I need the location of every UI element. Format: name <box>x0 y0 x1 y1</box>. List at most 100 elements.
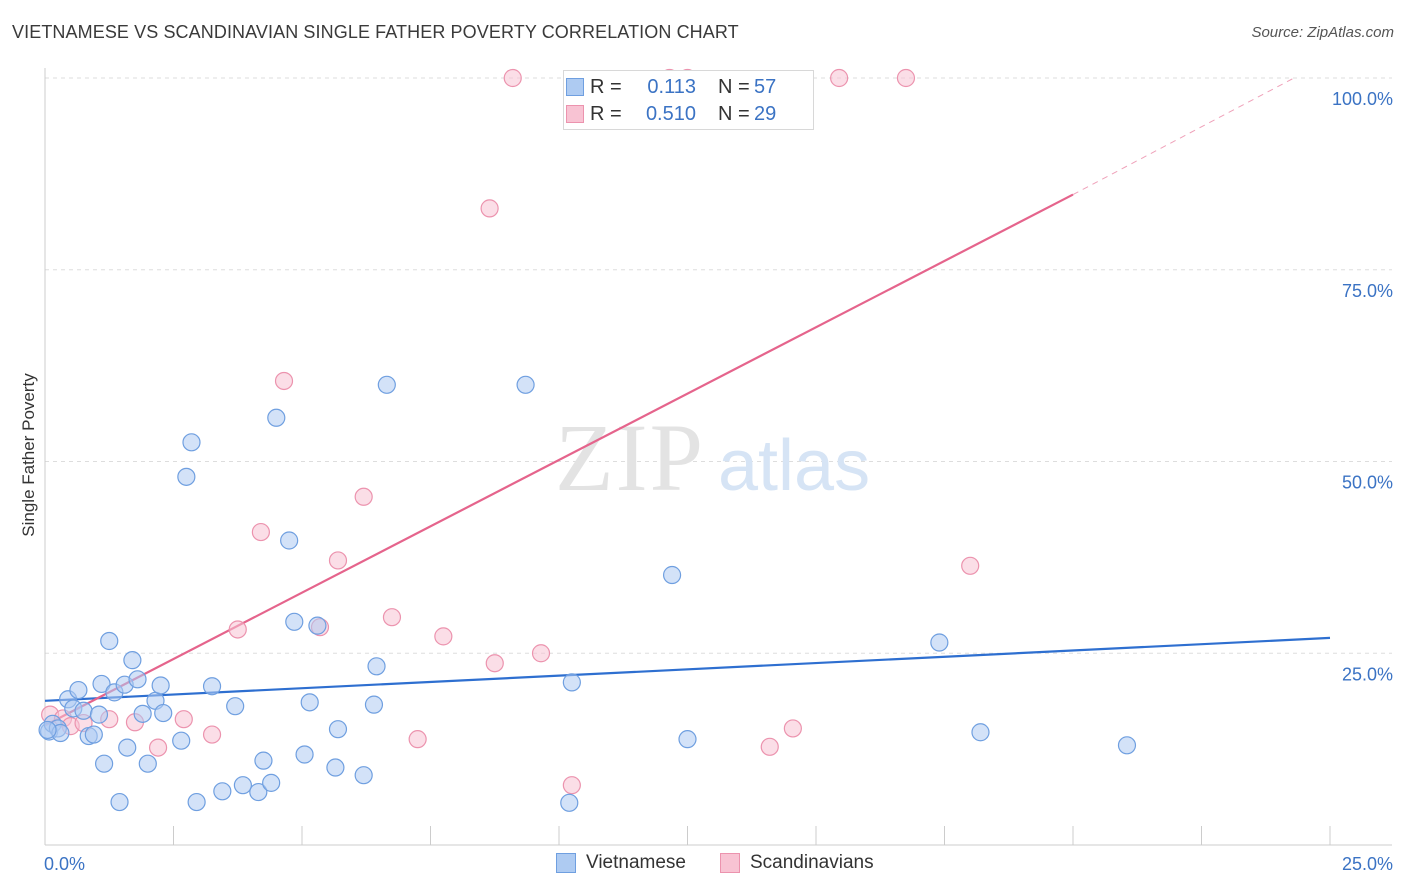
series-legend: Vietnamese Scandinavians <box>556 852 908 874</box>
vietnamese-point <box>254 751 273 770</box>
scandinavian-point <box>562 776 581 795</box>
legend-row-vietnamese: R = 0.113 N = 57 <box>566 75 777 98</box>
vietnamese-n-value: 57 <box>754 75 777 98</box>
x-tick-label: 25.0% <box>1342 854 1393 874</box>
trend-lines <box>44 77 1331 727</box>
legend-r-label: R = <box>590 75 622 98</box>
vietnamese-point <box>154 703 173 723</box>
scandinavian-point <box>408 730 427 749</box>
scandinavian-point <box>228 620 247 639</box>
vietnamese-point <box>1117 736 1137 755</box>
y-tick-label: 50.0% <box>1342 473 1393 493</box>
scandinavian-point <box>830 68 849 88</box>
vietnamese-point <box>202 677 222 696</box>
legend-r-label: R = <box>590 102 622 125</box>
vietnamese-point <box>92 674 111 694</box>
vietnamese-point <box>69 680 88 700</box>
scandinavian-point <box>503 68 522 88</box>
vietnamese-point <box>151 676 170 695</box>
scandinavian-point <box>148 738 168 757</box>
scandinavians-legend-label: Scandinavians <box>750 852 874 873</box>
scandinavian-point <box>531 644 551 663</box>
vietnamese-point <box>233 776 252 795</box>
vietnamese-point <box>100 631 119 651</box>
vietnamese-point <box>367 657 386 676</box>
y-tick-label: 25.0% <box>1342 664 1393 684</box>
vietnamese-point <box>226 697 245 716</box>
legend-n-label: N = <box>718 102 750 125</box>
scandinavian-point <box>354 487 373 506</box>
x-tick-label: 0.0% <box>44 854 85 874</box>
scandinavians-r-value: 0.510 <box>645 102 696 125</box>
vietnamese-point <box>300 693 319 712</box>
vietnamese-point <box>971 723 990 742</box>
legend-n-label: N = <box>718 75 750 98</box>
data-points <box>38 68 1137 812</box>
vietnamese-point <box>364 695 384 714</box>
scandinavian-point <box>174 710 193 729</box>
vietnamese-legend-label: Vietnamese <box>586 852 686 873</box>
watermark-zip: ZIP <box>555 404 705 511</box>
source-label: Source: ZipAtlas.com <box>1251 24 1394 41</box>
scandinavian-trend-extension <box>1072 77 1295 196</box>
scandinavian-point <box>961 556 980 575</box>
scandinavian-point <box>328 551 348 570</box>
scandinavian-point <box>760 737 779 756</box>
vietnamese-point <box>328 720 348 739</box>
scandinavian-point <box>783 719 802 738</box>
vietnamese-point <box>38 720 57 740</box>
scandinavian-point <box>382 608 402 627</box>
vietnamese-point <box>89 705 109 724</box>
vietnamese-point <box>562 673 581 692</box>
vietnamese-point <box>377 375 396 394</box>
vietnamese-point <box>84 725 103 744</box>
scandinavian-point <box>274 371 294 391</box>
vietnamese-point <box>133 704 152 723</box>
vietnamese-point <box>187 792 206 812</box>
vietnamese-point <box>930 633 949 652</box>
vietnamese-point <box>560 793 579 812</box>
watermark-atlas: atlas <box>718 426 870 506</box>
vietnamese-point <box>74 701 93 720</box>
vietnamese-point <box>138 754 157 773</box>
scandinavian-trend-line <box>44 193 1074 727</box>
vietnamese-point <box>280 531 299 550</box>
vietnamese-point <box>182 433 201 452</box>
scandinavian-point <box>896 68 916 88</box>
stats-legend: R = 0.113 N = 57 R = 0.510 N = 29 <box>563 70 814 130</box>
vietnamese-point <box>354 766 373 785</box>
scandinavian-point <box>202 725 222 744</box>
y-axis-label: Single Father Poverty <box>19 373 38 537</box>
vietnamese-point <box>172 731 191 750</box>
vietnamese-point <box>516 375 535 394</box>
scandinavian-point <box>485 654 504 673</box>
vietnamese-point <box>678 730 697 749</box>
vietnamese-point <box>110 792 129 812</box>
watermark: ZIP atlas <box>555 404 870 511</box>
vietnamese-point <box>326 758 345 777</box>
chart-title: VIETNAMESE VS SCANDINAVIAN SINGLE FATHER… <box>12 22 739 42</box>
vietnamese-point <box>262 773 281 792</box>
vietnamese-point <box>662 565 682 585</box>
vietnamese-point <box>95 754 114 773</box>
legend-item-vietnamese: Vietnamese <box>556 852 686 874</box>
scandinavian-point <box>251 522 270 542</box>
vietnamese-trend-line <box>44 636 1331 702</box>
vietnamese-legend-swatch <box>556 853 576 873</box>
vietnamese-point <box>285 612 304 631</box>
vietnamese-point <box>213 782 232 801</box>
y-tick-label: 100.0% <box>1332 89 1393 109</box>
scandinavian-point <box>434 627 453 646</box>
vietnamese-point <box>267 408 286 427</box>
scandinavians-swatch <box>566 105 584 123</box>
vietnamese-point <box>128 670 147 689</box>
vietnamese-point <box>295 745 314 764</box>
vietnamese-point <box>118 738 137 757</box>
scandinavians-legend-swatch <box>720 853 740 873</box>
axis-ticks: 100.0% 75.0% 50.0% 25.0% 0.0% 25.0% <box>44 89 1393 874</box>
vietnamese-point <box>249 782 268 802</box>
vietnamese-r-value: 0.113 <box>647 75 696 98</box>
scandinavian-point <box>480 199 499 218</box>
vietnamese-point <box>123 651 142 670</box>
